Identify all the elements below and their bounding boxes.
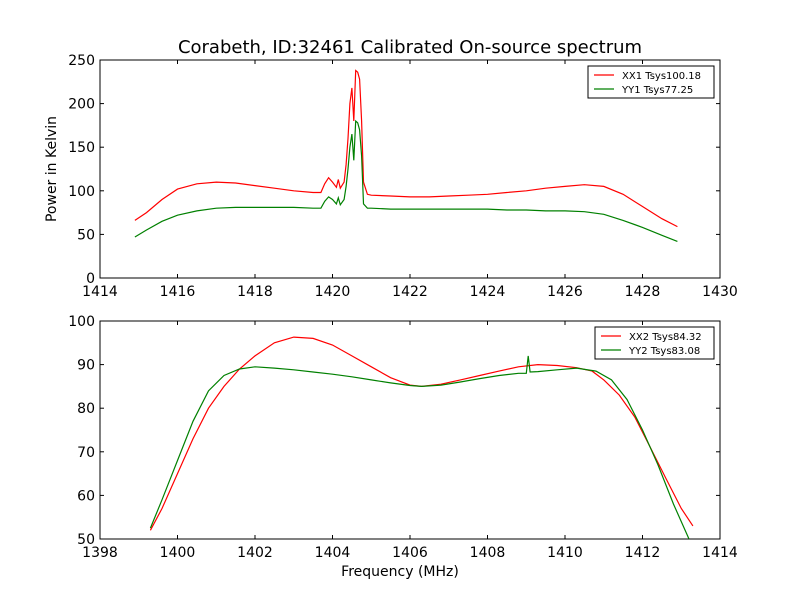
chart0-y-axis-label: Power in Kelvin <box>44 116 60 222</box>
chart1-y-tick-label: 70 <box>77 445 95 461</box>
chart0-legend-label-1: YY1 Tsys77.25 <box>621 85 693 96</box>
chart0-x-tick-label: 1424 <box>470 284 506 300</box>
chart0-x-tick-label: 1414 <box>82 284 118 300</box>
chart1-x-tick-label: 1400 <box>160 545 196 561</box>
chart0-x-tick-label: 1426 <box>547 284 583 300</box>
chart0-y-tick-label: 200 <box>68 97 95 113</box>
chart1-series-line-1 <box>149 355 690 539</box>
chart0-y-tick-label: 0 <box>86 271 95 287</box>
chart1-y-tick-label: 80 <box>77 401 95 417</box>
chart0-x-tick-label: 1420 <box>315 284 351 300</box>
chart0-series-line-0 <box>134 69 678 228</box>
chart0-x-tick-label: 1418 <box>237 284 273 300</box>
top-plot: 1414 1416 1418 1420 1422 1424 1426 1428 1430 0 50 1… <box>44 53 738 300</box>
chart1-legend-label-1: YY2 Tsys83.08 <box>628 346 700 357</box>
chart-title: Corabeth, ID:32461 Calibrated On-source … <box>178 37 642 58</box>
chart1-series-line-0 <box>149 336 694 531</box>
bottom-plot: 1398 1400 1402 1404 1406 1408 1410 1412 1414 50 60… <box>68 314 738 580</box>
chart0-y-tick-label: 250 <box>68 53 95 69</box>
chart0-legend-box <box>587 65 715 99</box>
chart1-x-tick-label: 1406 <box>392 545 428 561</box>
chart1-y-tick-label: 50 <box>77 532 95 548</box>
chart0-y-tick-label: 150 <box>68 140 95 156</box>
chart1-x-tick-label: 1398 <box>82 545 118 561</box>
chart0-y-tick-label: 50 <box>77 227 95 243</box>
chart1-x-tick-label: 1410 <box>547 545 583 561</box>
chart0-series-line-1 <box>134 119 678 242</box>
chart1-x-axis-label: Frequency (MHz) <box>341 564 459 580</box>
chart1-y-tick-label: 60 <box>77 488 95 504</box>
chart0-x-tick-label: 1416 <box>160 284 196 300</box>
chart1-y-tick-label: 90 <box>77 358 95 374</box>
chart1-x-tick-label: 1408 <box>470 545 506 561</box>
chart1-legend-box <box>594 326 715 360</box>
chart0-x-tick-label: 1430 <box>702 284 738 300</box>
chart1-x-tick-label: 1412 <box>625 545 661 561</box>
chart0-x-tick-label: 1422 <box>392 284 428 300</box>
chart1-x-tick-label: 1402 <box>237 545 273 561</box>
chart0-x-tick-label: 1428 <box>625 284 661 300</box>
chart0-y-tick-label: 100 <box>68 184 95 200</box>
chart1-x-tick-label: 1414 <box>702 545 738 561</box>
chart1-legend-label-0: XX2 Tsys84.32 <box>629 332 702 343</box>
chart0-legend-label-0: XX1 Tsys100.18 <box>622 71 701 82</box>
chart1-x-tick-label: 1404 <box>315 545 351 561</box>
chart1-y-tick-label: 100 <box>68 314 95 330</box>
